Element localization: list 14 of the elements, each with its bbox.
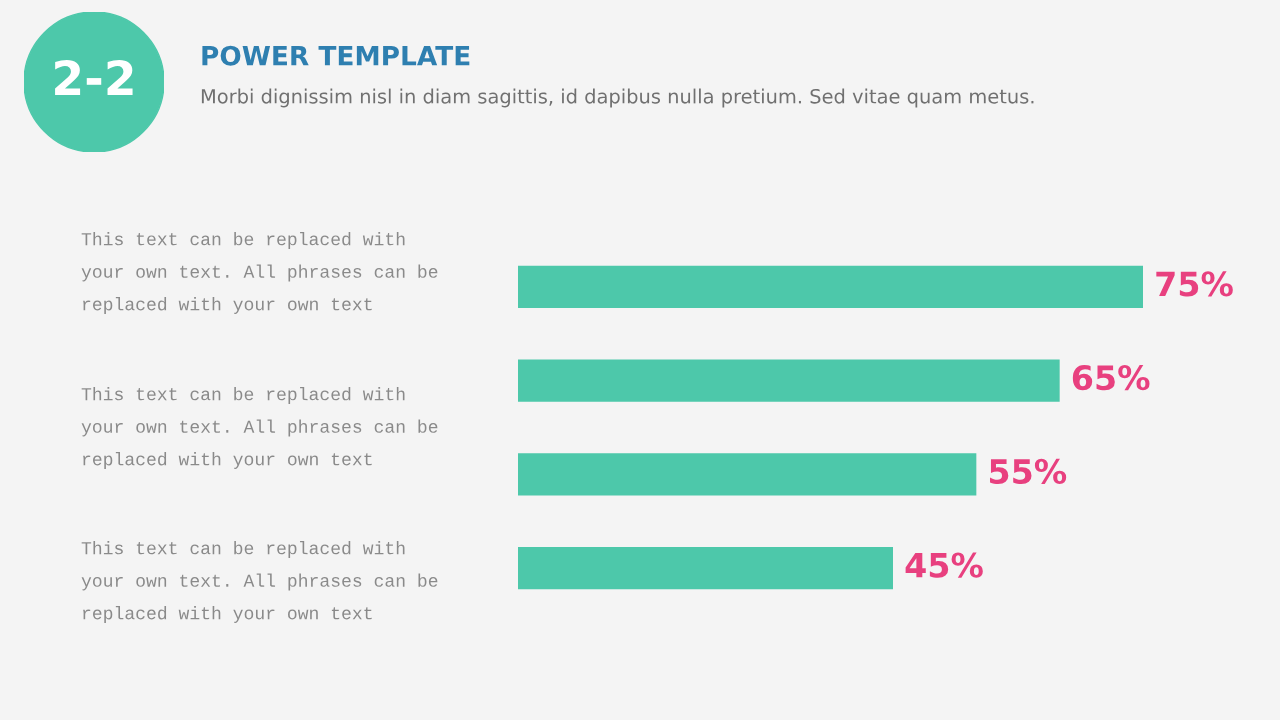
- bar: [518, 547, 893, 590]
- text: 2-2: [55, 59, 133, 96]
- data-label: 45%: [905, 552, 983, 578]
- data-label: 55%: [990, 458, 1067, 485]
- chart-title: POWER TEMPLATE: [202, 45, 470, 66]
- text: This text can be replaced with your own text. All phrases can be replaced with your own text: [81, 232, 438, 314]
- bar: [518, 453, 977, 496]
- data-label: 65%: [1072, 365, 1150, 391]
- text: This text can be replaced with your own text. All phrases can be replaced with your own text: [81, 387, 438, 469]
- bar: [518, 265, 1143, 308]
- bar: [518, 359, 1060, 402]
- chart-subtitle: Morbi dignissim nisl in diam sagittis, id dapibus nulla pretium. Sed vitae quam metus.: [201, 88, 1034, 108]
- text: This text can be replaced with your own text. All phrases can be replaced with your own text: [81, 541, 438, 623]
- data-label: 75%: [1156, 271, 1233, 297]
